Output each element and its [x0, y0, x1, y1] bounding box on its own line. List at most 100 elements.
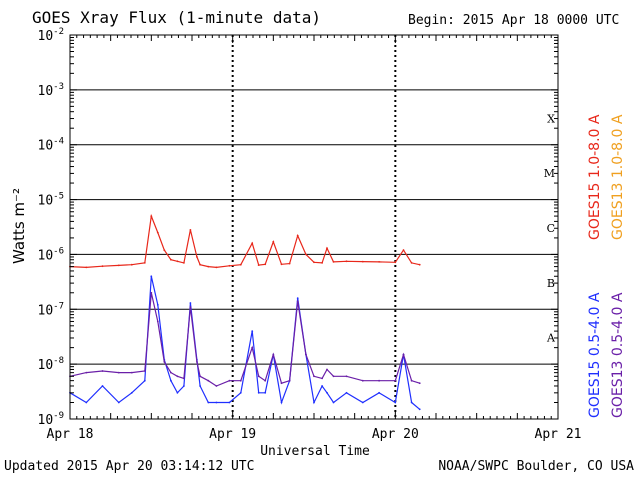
- data-point: [378, 391, 380, 394]
- data-point: [280, 401, 283, 404]
- axis-ticks: [69, 35, 559, 420]
- data-point: [251, 346, 254, 349]
- data-point: [163, 361, 166, 363]
- data-point: [130, 263, 133, 266]
- data-point: [143, 379, 146, 382]
- grid-lines: [70, 35, 558, 419]
- data-point: [305, 353, 307, 356]
- y-tick-label: 10-4: [38, 137, 65, 154]
- flare-class-label: A: [546, 332, 556, 345]
- legend-entry: GOES15 0.5-4.0 A: [587, 292, 603, 418]
- legend-entry: GOES15 1.0-8.0 A: [587, 114, 603, 240]
- series-line: [69, 292, 420, 387]
- begin-time: Begin: 2015 Apr 18 0000 UTC: [408, 13, 620, 28]
- updated-time: Updated 2015 Apr 20 03:14:12 UTC: [4, 459, 255, 474]
- data-point: [85, 371, 88, 374]
- data-point: [199, 263, 202, 266]
- data-point: [143, 370, 146, 372]
- data-point: [394, 261, 397, 264]
- data-point: [296, 297, 299, 299]
- data-point: [361, 260, 364, 263]
- data-point: [394, 379, 397, 382]
- legend-entry: GOES13 1.0-8.0 A: [610, 114, 626, 240]
- data-point: [418, 263, 421, 266]
- series-line: [69, 213, 420, 269]
- data-point: [215, 385, 218, 387]
- data-point: [156, 320, 159, 323]
- data-point: [117, 264, 120, 267]
- data-point: [326, 391, 328, 394]
- data-point: [183, 385, 185, 387]
- data-point: [207, 401, 210, 404]
- data-point: [228, 379, 231, 382]
- data-point: [296, 234, 299, 237]
- y-tick-label: 10-3: [38, 82, 65, 99]
- credit-text: NOAA/SWPC Boulder, CO USA: [438, 459, 634, 474]
- data-point: [321, 385, 323, 387]
- data-point: [345, 375, 348, 378]
- data-point: [321, 377, 323, 380]
- data-point: [332, 375, 335, 378]
- data-point: [215, 401, 218, 404]
- data-point: [150, 215, 153, 218]
- data-point: [378, 261, 380, 263]
- data-point: [272, 353, 275, 356]
- data-point: [280, 382, 283, 385]
- data-point: [117, 371, 120, 374]
- data-point: [264, 379, 267, 382]
- y-tick-label: 10-7: [38, 301, 65, 318]
- data-point: [170, 258, 172, 261]
- data-point: [251, 330, 254, 332]
- flare-class-label: M: [544, 167, 555, 180]
- data-point: [332, 261, 335, 263]
- chart-title: GOES Xray Flux (1-minute data): [32, 8, 321, 27]
- legend-entry: GOES13 0.5-4.0 A: [610, 292, 626, 418]
- data-point: [313, 261, 315, 264]
- x-axis-label: Universal Time: [260, 444, 370, 459]
- y-tick-label: 10-6: [38, 246, 65, 263]
- data-point: [163, 249, 166, 252]
- y-tick-label: 10-8: [38, 356, 65, 373]
- data-point: [272, 240, 275, 243]
- data-point: [189, 229, 192, 231]
- series-group: [69, 213, 421, 411]
- data-point: [361, 379, 364, 382]
- data-point: [228, 401, 231, 404]
- y-tick-label: 10-2: [38, 27, 65, 44]
- data-point: [199, 385, 202, 387]
- data-point: [156, 304, 159, 306]
- data-point: [85, 401, 88, 404]
- data-point: [150, 275, 153, 278]
- data-point: [176, 391, 179, 394]
- data-point: [143, 262, 146, 264]
- data-point: [296, 300, 299, 303]
- data-point: [402, 353, 405, 356]
- data-point: [183, 262, 185, 264]
- data-point: [101, 370, 104, 372]
- data-point: [228, 264, 231, 267]
- data-point: [215, 266, 218, 269]
- data-point: [378, 379, 380, 382]
- data-point: [85, 266, 88, 269]
- data-point: [345, 391, 348, 394]
- data-point: [264, 391, 267, 394]
- x-tick-label: Apr 20: [372, 427, 419, 442]
- data-point: [326, 247, 328, 250]
- data-point: [156, 231, 159, 234]
- data-point: [280, 263, 283, 266]
- data-point: [207, 265, 210, 268]
- y-tick-label: 10-5: [38, 192, 65, 209]
- data-point: [288, 379, 291, 382]
- data-point: [199, 375, 202, 378]
- data-point: [196, 256, 198, 258]
- flare-class-labels: X M C B A: [544, 112, 556, 344]
- data-point: [257, 375, 260, 378]
- data-point: [418, 408, 421, 411]
- data-point: [130, 371, 133, 374]
- data-point: [176, 375, 179, 378]
- data-point: [101, 385, 104, 387]
- data-point: [313, 375, 315, 378]
- x-tick-label: Apr 21: [535, 427, 582, 442]
- data-point: [345, 260, 348, 263]
